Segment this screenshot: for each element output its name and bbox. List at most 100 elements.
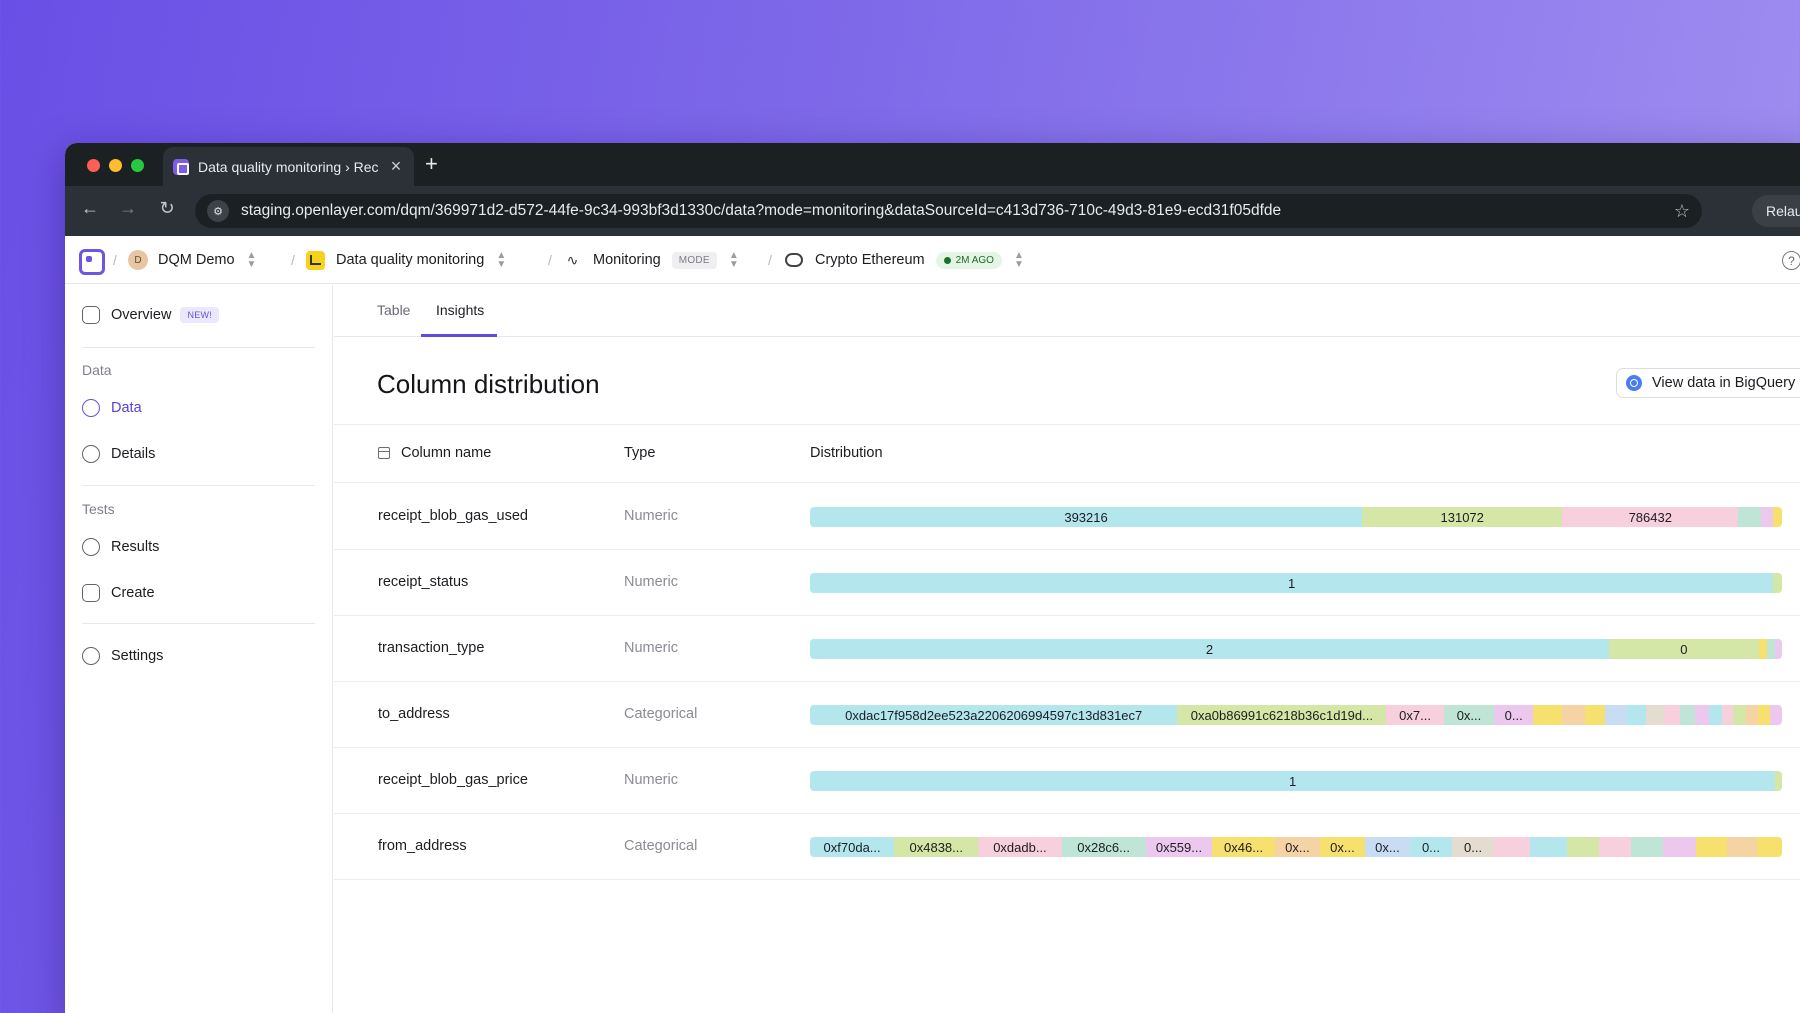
distribution-segment[interactable]: 0x559... bbox=[1145, 837, 1213, 857]
table-row[interactable]: to_address Categorical 0xdac17f958d2ee523a… bbox=[334, 682, 1800, 748]
column-type-cell: Numeric bbox=[624, 508, 678, 524]
site-settings-icon[interactable]: ⚙ bbox=[207, 200, 229, 222]
distribution-segment[interactable]: 1 bbox=[810, 771, 1776, 791]
distribution-segment[interactable] bbox=[1708, 705, 1722, 725]
distribution-segment[interactable]: 0x... bbox=[1274, 837, 1320, 857]
distribution-segment[interactable] bbox=[1758, 639, 1768, 659]
distribution-segment[interactable] bbox=[1733, 705, 1746, 725]
distribution-segment[interactable]: 2 bbox=[810, 639, 1609, 659]
distribution-segment[interactable] bbox=[1695, 837, 1727, 857]
sidebar-item-label: Settings bbox=[111, 648, 164, 664]
tab-table[interactable]: Table bbox=[377, 302, 411, 318]
back-arrow-icon[interactable]: ← bbox=[81, 198, 99, 218]
table-row[interactable]: receipt_blob_gas_price Numeric 1 bbox=[334, 748, 1800, 814]
distribution-segment[interactable]: 0x... bbox=[1364, 837, 1410, 857]
distribution-segment[interactable] bbox=[1767, 639, 1776, 659]
distribution-segment[interactable]: 0x46... bbox=[1212, 837, 1275, 857]
distribution-segment[interactable] bbox=[1721, 705, 1734, 725]
distribution-segment[interactable]: 0x... bbox=[1319, 837, 1365, 857]
sidebar-item-settings[interactable]: Settings bbox=[82, 644, 163, 668]
header-label: Column name bbox=[401, 445, 492, 461]
close-icon[interactable]: × bbox=[390, 156, 402, 176]
address-bar[interactable]: ⚙ staging.openlayer.com/dqm/369971d2-d57… bbox=[195, 194, 1702, 228]
distribution-segment[interactable]: 0xdac17f958d2ee523a2206206994597c13d831e… bbox=[810, 705, 1178, 725]
distribution-segment[interactable]: 0... bbox=[1409, 837, 1453, 857]
distribution-segment[interactable] bbox=[1773, 507, 1782, 527]
browser-tab[interactable]: Data quality monitoring › Rec × bbox=[163, 147, 414, 186]
minimize-window-button[interactable] bbox=[109, 159, 122, 172]
url-text[interactable]: staging.openlayer.com/dqm/369971d2-d572-… bbox=[241, 202, 1282, 219]
distribution-segment[interactable] bbox=[1679, 705, 1696, 725]
distribution-segment[interactable]: 0xf70da... bbox=[810, 837, 895, 857]
tab-insights[interactable]: Insights bbox=[436, 302, 485, 318]
distribution-segment[interactable] bbox=[1760, 507, 1774, 527]
distribution-segment[interactable] bbox=[1631, 837, 1664, 857]
distribution-segment[interactable] bbox=[1664, 705, 1680, 725]
distribution-segment[interactable] bbox=[1727, 837, 1758, 857]
relaunch-button[interactable]: Relau bbox=[1752, 195, 1800, 227]
data-icon bbox=[82, 399, 100, 417]
distribution-segment[interactable] bbox=[1566, 837, 1599, 857]
distribution-segment[interactable] bbox=[1775, 639, 1782, 659]
breadcrumb-mode[interactable]: ∿ Monitoring MODE ▲ ▼ bbox=[563, 236, 739, 284]
distribution-segment[interactable]: 0... bbox=[1494, 705, 1534, 725]
distribution-segment[interactable] bbox=[1494, 837, 1531, 857]
table-row[interactable]: receipt_status Numeric 1 bbox=[334, 550, 1800, 616]
breadcrumb-workspace[interactable]: D DQM Demo ▲ ▼ bbox=[128, 236, 256, 284]
openlayer-logo-icon[interactable] bbox=[79, 249, 105, 275]
maximize-window-button[interactable] bbox=[131, 159, 144, 172]
distribution-segment[interactable] bbox=[1775, 771, 1782, 791]
distribution-segment[interactable] bbox=[1598, 837, 1632, 857]
distribution-segment[interactable] bbox=[1757, 837, 1782, 857]
distribution-segment[interactable] bbox=[1562, 705, 1585, 725]
breadcrumb-project[interactable]: Data quality monitoring ▲ ▼ bbox=[306, 236, 506, 284]
table-row[interactable]: transaction_type Numeric 2 0 bbox=[334, 616, 1800, 682]
distribution-segment[interactable] bbox=[1757, 705, 1771, 725]
distribution-segment[interactable]: 0x7... bbox=[1386, 705, 1444, 725]
distribution-segment[interactable] bbox=[1530, 837, 1567, 857]
distribution-segment[interactable] bbox=[1645, 705, 1665, 725]
new-tab-button[interactable]: + bbox=[425, 151, 438, 176]
distribution-segment[interactable] bbox=[1663, 837, 1696, 857]
distribution-segment[interactable]: 131072 bbox=[1362, 507, 1563, 527]
sidebar-item-data[interactable]: Data bbox=[82, 396, 142, 420]
table-row[interactable]: from_address Categorical 0xf70da... 0x4838.… bbox=[334, 814, 1800, 880]
distribution-segment[interactable] bbox=[1627, 705, 1646, 725]
sidebar-item-overview[interactable]: Overview NEW! bbox=[82, 303, 220, 327]
distribution-segment[interactable]: 786432 bbox=[1562, 507, 1739, 527]
distribution-segment[interactable]: 0xa0b86991c6218b36c1d19d... bbox=[1177, 705, 1387, 725]
distribution-segment[interactable] bbox=[1584, 705, 1606, 725]
tab-strip: Data quality monitoring › Rec × + bbox=[65, 143, 1800, 186]
distribution-segment[interactable] bbox=[1605, 705, 1628, 725]
distribution-segment[interactable]: 393216 bbox=[810, 507, 1363, 527]
distribution-segment[interactable] bbox=[1773, 573, 1782, 593]
distribution-segment[interactable]: 1 bbox=[810, 573, 1774, 593]
distribution-segment[interactable] bbox=[1695, 705, 1709, 725]
distribution-segment[interactable] bbox=[1745, 705, 1758, 725]
chevron-updown-icon: ▲ ▼ bbox=[728, 250, 739, 270]
distribution-segment[interactable] bbox=[1770, 705, 1782, 725]
forward-arrow-icon[interactable]: → bbox=[119, 198, 137, 218]
project-name: Data quality monitoring bbox=[336, 252, 485, 268]
breadcrumb-source[interactable]: Crypto Ethereum 2M AGO ▲ ▼ bbox=[785, 236, 1024, 284]
view-in-bigquery-button[interactable]: View data in BigQuery ↗ bbox=[1616, 368, 1800, 398]
distribution-segment[interactable]: 0x... bbox=[1443, 705, 1495, 725]
distribution-segment[interactable] bbox=[1533, 705, 1563, 725]
bookmark-star-icon[interactable]: ☆ bbox=[1673, 200, 1690, 221]
sidebar-item-create[interactable]: Create bbox=[82, 581, 155, 605]
distribution-segment[interactable]: 0xdadb... bbox=[978, 837, 1062, 857]
distribution-segment[interactable]: 0x4838... bbox=[894, 837, 979, 857]
distribution-segment[interactable]: 0... bbox=[1452, 837, 1495, 857]
table-row[interactable]: receipt_blob_gas_used Numeric 393216 131072… bbox=[334, 484, 1800, 550]
distribution-segment[interactable]: 0 bbox=[1608, 639, 1759, 659]
sidebar-item-details[interactable]: Details bbox=[82, 442, 155, 466]
distribution-segment[interactable] bbox=[1738, 507, 1761, 527]
sidebar-item-label: Overview bbox=[111, 307, 172, 323]
distribution-segment[interactable]: 0x28c6... bbox=[1061, 837, 1146, 857]
activity-icon: ∿ bbox=[566, 251, 579, 268]
reload-icon[interactable]: ↻ bbox=[159, 198, 175, 218]
sidebar-item-results[interactable]: Results bbox=[82, 535, 159, 559]
help-icon[interactable]: ? bbox=[1782, 251, 1800, 270]
close-window-button[interactable] bbox=[87, 159, 100, 172]
source-name: Crypto Ethereum bbox=[815, 252, 925, 268]
